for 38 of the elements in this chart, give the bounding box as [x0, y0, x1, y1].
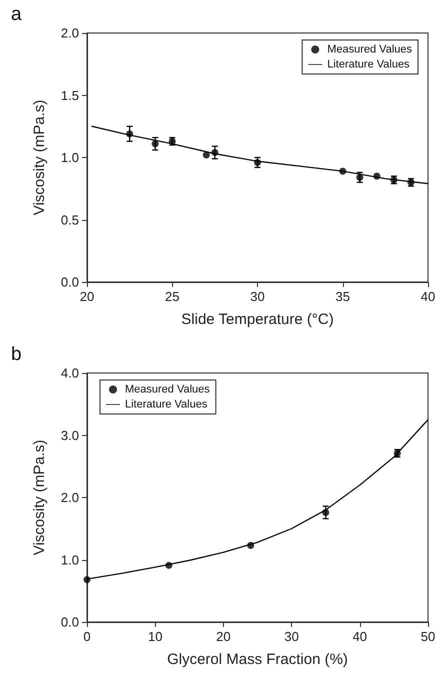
y-tick-label: 0.5: [60, 212, 79, 228]
y-tick-label: 2.0: [60, 26, 79, 40]
x-tick-label: 20: [80, 289, 94, 304]
y-tick-label: 0.0: [60, 614, 79, 630]
legend-label: Measured Values: [327, 44, 412, 56]
point: [373, 172, 380, 180]
x-axis-title: Glycerol Mass Fraction (%): [167, 651, 348, 668]
legend-label: Measured Values: [125, 384, 210, 396]
point: [84, 576, 90, 584]
x-tick-label: 40: [420, 289, 436, 304]
y-tick-label: 1.5: [60, 88, 79, 103]
x-tick-label: 25: [165, 289, 180, 304]
point: [247, 542, 254, 549]
line-series: [92, 126, 429, 184]
x-tick-label: 20: [216, 629, 231, 644]
y-tick-label: 0.0: [60, 274, 79, 290]
chart-title: b: [11, 344, 22, 365]
y-tick-label: 4.0: [60, 366, 79, 380]
chart-title: a: [11, 4, 22, 25]
y-tick-label: 2.0: [60, 490, 79, 505]
x-tick-label: 50: [420, 629, 436, 644]
point: [202, 152, 210, 159]
y-axis-title: Viscosity (mPa.s): [31, 440, 48, 556]
x-tick-label: 40: [352, 629, 368, 644]
legend-label: Literature Values: [327, 58, 410, 70]
point: [165, 562, 172, 569]
x-tick-label: 30: [250, 289, 265, 304]
x-axis-title: Slide Temperature (°C): [181, 311, 334, 328]
x-tick-label: 35: [336, 289, 350, 304]
y-tick-label: 1.0: [60, 150, 79, 165]
legend-label: Literature Values: [125, 398, 208, 410]
x-tick-label: 10: [148, 629, 162, 644]
y-tick-label: 3.0: [60, 428, 79, 443]
y-axis-title: Viscosity (mPa.s): [31, 100, 48, 216]
point: [339, 168, 346, 175]
x-tick-label: 0: [83, 629, 91, 644]
x-tick-label: 30: [284, 629, 299, 644]
y-tick-label: 1.0: [60, 552, 79, 568]
